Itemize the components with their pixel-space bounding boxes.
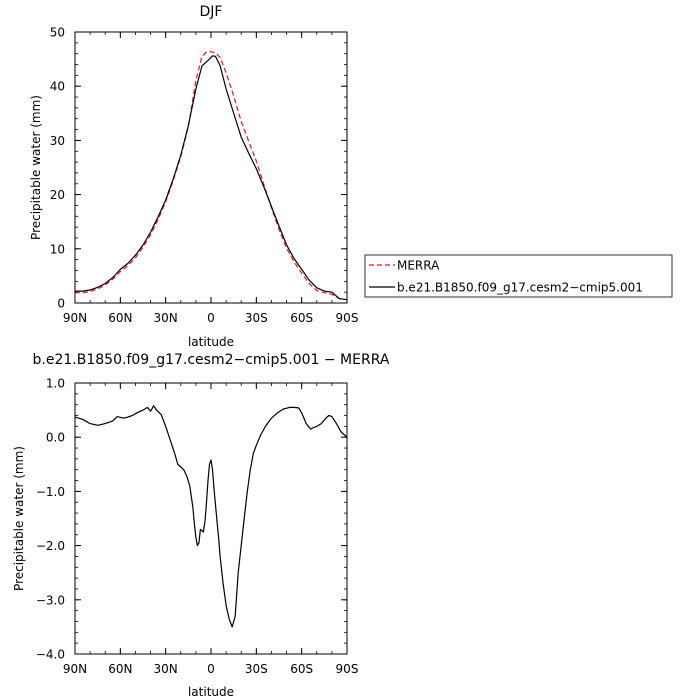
legend-label-merra: MERRA [397, 259, 440, 273]
top-plot-frame [74, 31, 348, 304]
legend-label-model: b.e21.B1850.f09_g17.cesm2−cmip5.001 [397, 281, 643, 295]
top-plot-area [75, 50, 348, 301]
bottom-plot-frame [74, 382, 348, 655]
top-y-tick-label: 30 [50, 134, 65, 148]
top-y-axis-label: Precipitable water (mm) [29, 95, 43, 240]
bottom-panel: b.e21.B1850.f09_g17.cesm2−cmip5.001 − ME… [12, 352, 390, 699]
bottom-series-line-0 [74, 405, 348, 628]
bottom-y-axis-ticks: −4.0 −3.0 −2.0 −1.0 0.0 1.0 [36, 377, 347, 662]
bottom-x-tick-label: 30N [154, 662, 178, 676]
top-series-line-1 [75, 55, 348, 301]
bottom-x-tick-label: 90N [63, 662, 87, 676]
legend: MERRA b.e21.B1850.f09_g17.cesm2−cmip5.00… [364, 254, 673, 298]
top-x-tick-label: 30S [245, 311, 268, 325]
top-y-tick-label: 50 [50, 26, 65, 40]
bottom-x-axis-label: latitude [188, 685, 234, 699]
bottom-plot-area [74, 405, 348, 628]
top-x-tick-label: 0 [207, 311, 215, 325]
top-y-tick-label: 0 [57, 297, 65, 311]
bottom-x-tick-label: 0 [207, 662, 215, 676]
top-x-tick-label: 60N [108, 311, 132, 325]
bottom-y-tick-label: 1.0 [46, 377, 65, 391]
top-x-tick-label: 30N [154, 311, 178, 325]
top-y-tick-label: 40 [50, 80, 65, 94]
top-x-axis-ticks: 90N 60N 30N 0 30S 60S 90S [63, 32, 359, 325]
top-x-tick-label: 60S [290, 311, 313, 325]
bottom-y-tick-label: −3.0 [36, 593, 65, 607]
top-panel: DJF 0 10 20 30 40 50 90N 60N 30N 0 30S 60S 90S lati… [29, 4, 358, 349]
bottom-x-tick-label: 60N [108, 662, 132, 676]
bottom-y-axis-label: Precipitable water (mm) [12, 446, 26, 591]
bottom-x-tick-label: 60S [290, 662, 313, 676]
top-x-tick-label: 90N [63, 311, 87, 325]
top-y-tick-label: 20 [50, 188, 65, 202]
bottom-x-tick-label: 30S [245, 662, 268, 676]
bottom-y-tick-label: −1.0 [36, 485, 65, 499]
bottom-y-tick-label: −4.0 [36, 648, 65, 662]
top-x-tick-label: 90S [336, 311, 359, 325]
top-y-axis-ticks: 0 10 20 30 40 50 [50, 26, 347, 311]
bottom-x-tick-label: 90S [336, 662, 359, 676]
top-series-line-0 [75, 50, 348, 301]
bottom-y-tick-label: −2.0 [36, 539, 65, 553]
top-x-axis-label: latitude [188, 335, 234, 349]
top-y-tick-label: 10 [50, 242, 65, 256]
legend-box [364, 254, 673, 298]
bottom-x-axis-ticks: 90N 60N 30N 0 30S 60S 90S [63, 383, 359, 676]
bottom-y-tick-label: 0.0 [46, 431, 65, 445]
top-chart-title: DJF [200, 4, 223, 20]
bottom-chart-title: b.e21.B1850.f09_g17.cesm2−cmip5.001 − ME… [33, 352, 390, 368]
